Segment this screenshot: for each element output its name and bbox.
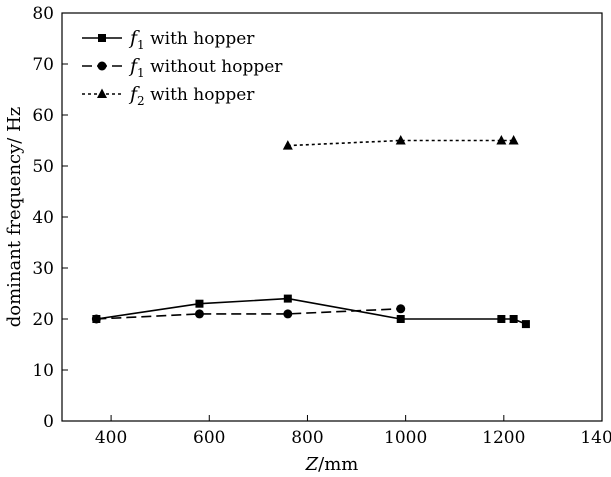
- data-point: [496, 135, 507, 145]
- legend-label: f2 with hopper: [128, 83, 255, 108]
- data-point: [396, 304, 406, 314]
- series-line: [96, 308, 401, 320]
- series-2: [91, 304, 406, 324]
- legend-marker: [97, 61, 107, 71]
- series-line: [287, 139, 514, 147]
- legend-label: f1 without hopper: [128, 55, 283, 80]
- y-tick-label: 20: [32, 310, 54, 330]
- data-point: [282, 140, 293, 150]
- x-tick-label: 600: [193, 428, 225, 448]
- x-tick-label: 1000: [384, 428, 427, 448]
- data-point: [395, 135, 406, 145]
- data-point: [195, 299, 204, 308]
- legend-label-variable: f: [128, 27, 140, 49]
- data-point: [283, 294, 292, 303]
- y-tick-label: 0: [43, 412, 54, 432]
- data-point: [497, 315, 506, 323]
- data-point: [283, 309, 293, 319]
- x-axis-variable: Z: [305, 454, 319, 475]
- legend-marker: [97, 88, 107, 98]
- data-point: [509, 315, 518, 323]
- series-1: [92, 294, 530, 329]
- x-tick-label: 400: [95, 428, 127, 448]
- legend-label-subscript: 2: [137, 94, 145, 108]
- legend-label-variable: f: [128, 55, 140, 77]
- y-tick-label: 50: [32, 157, 54, 177]
- legend-label-text: without hopper: [145, 57, 284, 77]
- data-point: [508, 135, 519, 145]
- data-point: [194, 309, 204, 319]
- y-tick-label: 40: [32, 208, 54, 228]
- legend-item-3: f2 with hopper: [82, 83, 255, 108]
- legend-marker: [98, 34, 106, 42]
- y-tick-label: 30: [32, 259, 54, 279]
- y-tick-label: 70: [32, 55, 54, 75]
- data-point: [396, 315, 405, 323]
- y-tick-label: 80: [32, 4, 54, 24]
- series-3: [282, 135, 519, 150]
- x-axis-title: Z/mm: [305, 454, 359, 475]
- x-tick-label: 1200: [482, 428, 525, 448]
- series-line: [96, 297, 527, 325]
- legend-label-text: with hopper: [145, 29, 256, 49]
- legend-label-variable: f: [128, 83, 140, 105]
- legend-label-text: with hopper: [145, 85, 256, 105]
- legend-item-1: f1 with hopper: [82, 27, 255, 52]
- data-point: [91, 314, 101, 324]
- x-axis-unit: /mm: [318, 454, 358, 475]
- legend-label-subscript: 1: [137, 38, 145, 52]
- y-tick-label: 10: [32, 361, 54, 381]
- legend-label: f1 with hopper: [128, 27, 255, 52]
- legend-label-subscript: 1: [137, 66, 145, 80]
- y-axis-title: dominant frequency/ Hz: [4, 107, 25, 328]
- x-tick-label: 800: [291, 428, 323, 448]
- data-point: [521, 320, 530, 329]
- y-tick-label: 60: [32, 106, 54, 126]
- legend-item-2: f1 without hopper: [82, 55, 283, 80]
